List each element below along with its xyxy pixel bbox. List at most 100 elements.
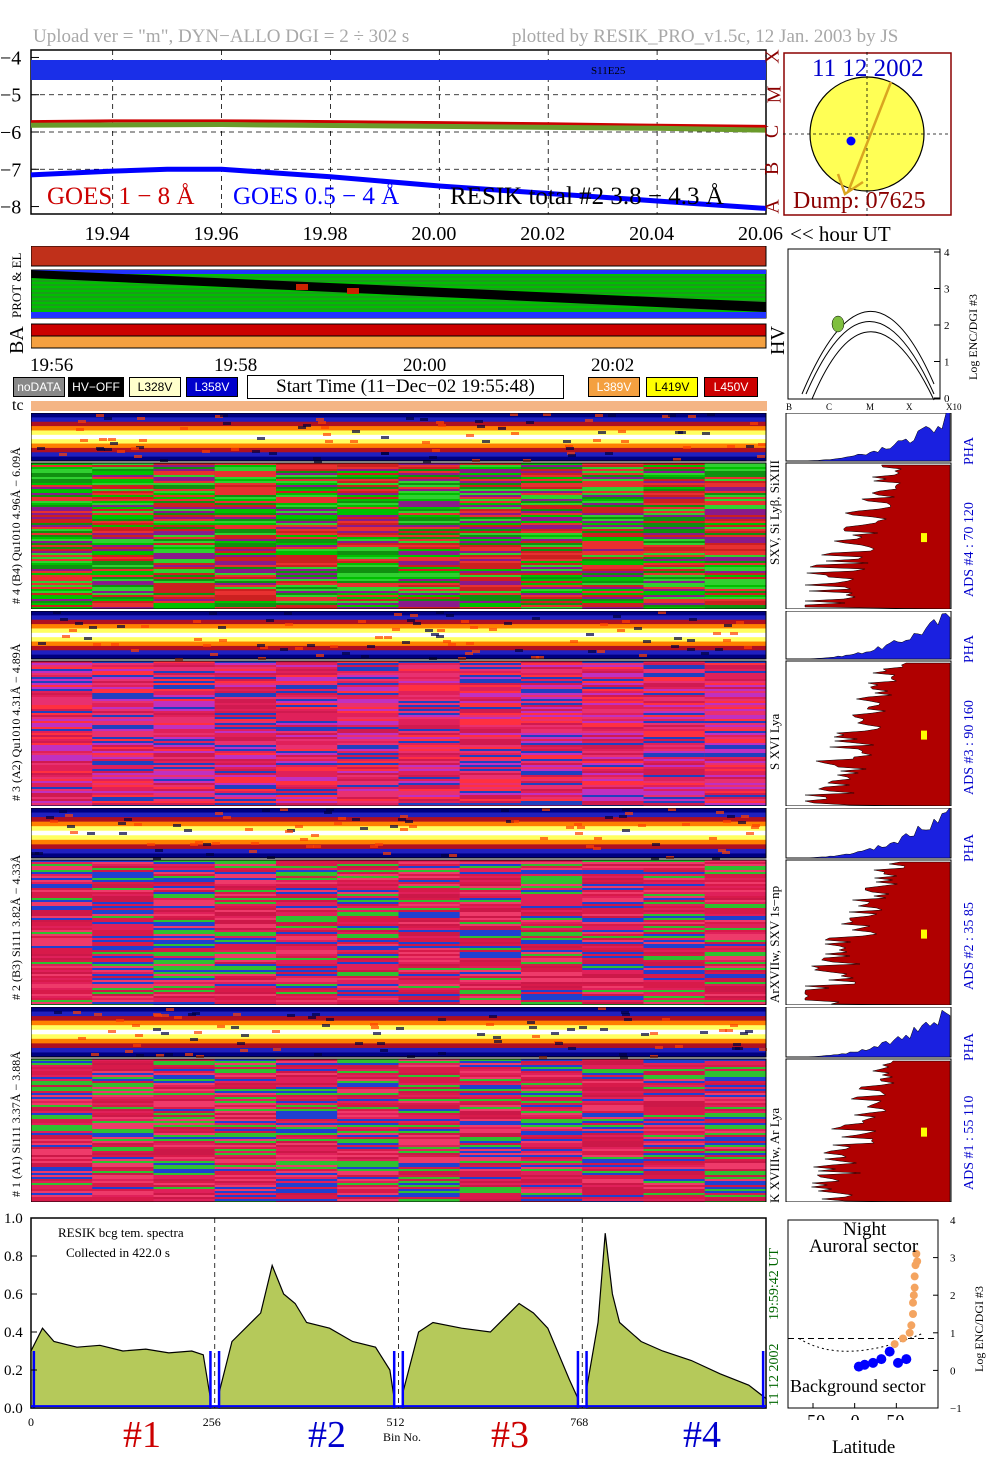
- channel-label-1: #1: [123, 1414, 161, 1456]
- nodata-button[interactable]: noDATA: [13, 377, 65, 397]
- lat-bottom-label: Background sector: [790, 1376, 926, 1396]
- channel-label-4: #4: [683, 1414, 721, 1456]
- lat-x-tick-label: −50: [797, 1411, 825, 1420]
- line-id-label: ArXVIIw, SXV 1s−np: [767, 885, 782, 1003]
- goes-y-tick-label: −4: [0, 47, 21, 69]
- lat-title-2: Auroral sector: [809, 1236, 919, 1257]
- line-id-label: SXV, Si Lyβ, SiXIII: [767, 460, 782, 565]
- lat-point: [905, 1328, 914, 1337]
- x-unit-label: << hour UT: [790, 222, 891, 246]
- pha-tag: PHA: [962, 1032, 977, 1061]
- goes-lines: [30, 119, 767, 211]
- l328v-button[interactable]: L328V: [129, 377, 181, 397]
- ads-histogram-1: [785, 1007, 952, 1202]
- lat-x-tick-label: 0: [851, 1411, 860, 1420]
- spectrum-x-tick-label: 512: [387, 1415, 405, 1429]
- goes-y-tick-label: −6: [0, 122, 21, 144]
- hv-y-tick-label: 2: [944, 320, 950, 332]
- ads-histogram-4: [785, 413, 952, 609]
- spectrum-y-tick-label: 0.0: [4, 1401, 23, 1417]
- hv-x-tick-label: X10: [946, 402, 962, 412]
- pha-tag: PHA: [962, 833, 977, 862]
- ads-label: ADS #3 : 90 160: [962, 700, 977, 795]
- channel-label-2: #2: [308, 1414, 346, 1456]
- spectrogram-label: # 3 (A2) Qu1010 4.31Å − 4.89Å: [9, 643, 23, 801]
- lat-point: [868, 1357, 878, 1368]
- pha-tag: PHA: [962, 634, 977, 663]
- tc-label: tc: [12, 397, 24, 414]
- goes-y-tick-label: −5: [0, 85, 21, 107]
- lat-point: [890, 1340, 899, 1349]
- hv-y-tick-label: 1: [944, 357, 950, 369]
- lat-y-tick-label: 1: [950, 1328, 956, 1340]
- lat-xlabel: Latitude: [832, 1437, 896, 1458]
- line-id-label: K XVIIIw, Ar Lya: [767, 1107, 782, 1203]
- lat-y-tick-label: 4: [950, 1215, 956, 1227]
- spectrum-time: 19:59:42 UT: [767, 1248, 782, 1320]
- goes-x-tick-label: 19.98: [302, 223, 348, 245]
- spectrum-date: 11 12 2002: [767, 1343, 782, 1406]
- hv-trace: [31, 270, 766, 312]
- goes-x-tick-label: 20.00: [411, 223, 457, 245]
- lat-title-1: Night: [843, 1219, 887, 1240]
- flare-class-label: C: [761, 124, 784, 139]
- label-prot-el: PROT & EL: [9, 252, 24, 319]
- l389v-button[interactable]: L389V: [588, 377, 640, 397]
- goes-x-tick-label: 20.02: [520, 223, 566, 245]
- spectrogram-label: # 4 (B4) Qu1010 4.96Å − 6.09Å: [9, 447, 23, 604]
- start-time-box: Start Time (11−Dec−02 19:55:48): [247, 375, 564, 399]
- legend-resik: RESIK total #2 3.8 − 4.3 Å: [450, 183, 724, 210]
- sun-panel: [783, 52, 952, 216]
- spectrogram-label: # 1 (A1) Si111 3.37Å − 3.88Å: [9, 1051, 23, 1197]
- spectrum-plot: 0 256 512 768 0.0 0.2 0.4 0.6 0.8 1.0: [4, 1211, 767, 1429]
- ads-histogram-3: [785, 611, 952, 806]
- goes-series-line: [30, 166, 767, 211]
- ads-label: ADS #2 : 35 85: [962, 902, 977, 990]
- lat-point: [910, 1272, 919, 1281]
- arrow-head-icon: [836, 173, 864, 196]
- goes-y-ticks: −4 −5 −6 −7 −8: [0, 47, 39, 219]
- spectrum-x-tick-label: 768: [570, 1415, 588, 1429]
- lat-point: [899, 1334, 907, 1343]
- l358v-button[interactable]: L358V: [186, 377, 238, 397]
- lat-point: [884, 1346, 895, 1357]
- sun-spot-marker: [846, 136, 856, 146]
- lat-point: [901, 1354, 912, 1365]
- spectrum-y-tick-label: 0.6: [4, 1287, 23, 1303]
- lat-point: [893, 1357, 903, 1368]
- hv-off-button[interactable]: HV−OFF: [68, 377, 124, 397]
- spectrum-y-tick-label: 0.8: [4, 1249, 23, 1265]
- hv-y-tick-label: 4: [944, 247, 950, 259]
- spectrogram-4: [31, 413, 767, 609]
- label-ba: BA: [6, 326, 28, 354]
- status-strips: [31, 246, 767, 349]
- lat-y-tick-label: −1: [950, 1403, 962, 1415]
- ads-histogram-2: [785, 808, 952, 1005]
- spectrogram-2: [31, 808, 767, 1005]
- pha-tag: PHA: [962, 436, 977, 465]
- goes-x-tick-label: 20.06: [738, 223, 783, 245]
- latitude-plot: 4 3 2 1 0 −1 −50 0 50: [787, 1215, 962, 1420]
- l419v-button[interactable]: L419V: [646, 377, 698, 397]
- spectrum-x-tick-label: 256: [203, 1415, 221, 1429]
- hv-x-tick-label: M: [866, 402, 874, 412]
- legend-goes-long: GOES 1 − 8 Å: [47, 183, 195, 210]
- tc-strip: [31, 401, 767, 411]
- lat-point: [876, 1354, 887, 1365]
- header-left: Upload ver = "m", DYN−ALLO DGI = 2 ÷ 302…: [33, 26, 410, 47]
- spectrum-title-2: Collected in 422.0 s: [66, 1245, 170, 1260]
- sun-dump: Dump: 07625: [793, 188, 926, 214]
- hv-x-tick-label: B: [786, 402, 792, 412]
- spectrum-y-tick-label: 1.0: [4, 1211, 23, 1227]
- lat-y-tick-label: 0: [950, 1365, 956, 1377]
- ads-label: ADS #1 : 55 110: [962, 1095, 977, 1190]
- spectrogram-1: [31, 1007, 767, 1202]
- spectrum-xlabel: Bin No.: [383, 1430, 422, 1444]
- time-tick-label: 19:56: [30, 355, 74, 376]
- lat-x-tick-label: 50: [886, 1411, 904, 1420]
- ba-strip-orange: [31, 335, 767, 349]
- hv-marker: [831, 315, 845, 333]
- line-id-label: S XVI Lya: [767, 713, 782, 770]
- sun-date: 11 12 2002: [812, 55, 924, 82]
- l450v-button[interactable]: L450V: [704, 377, 758, 397]
